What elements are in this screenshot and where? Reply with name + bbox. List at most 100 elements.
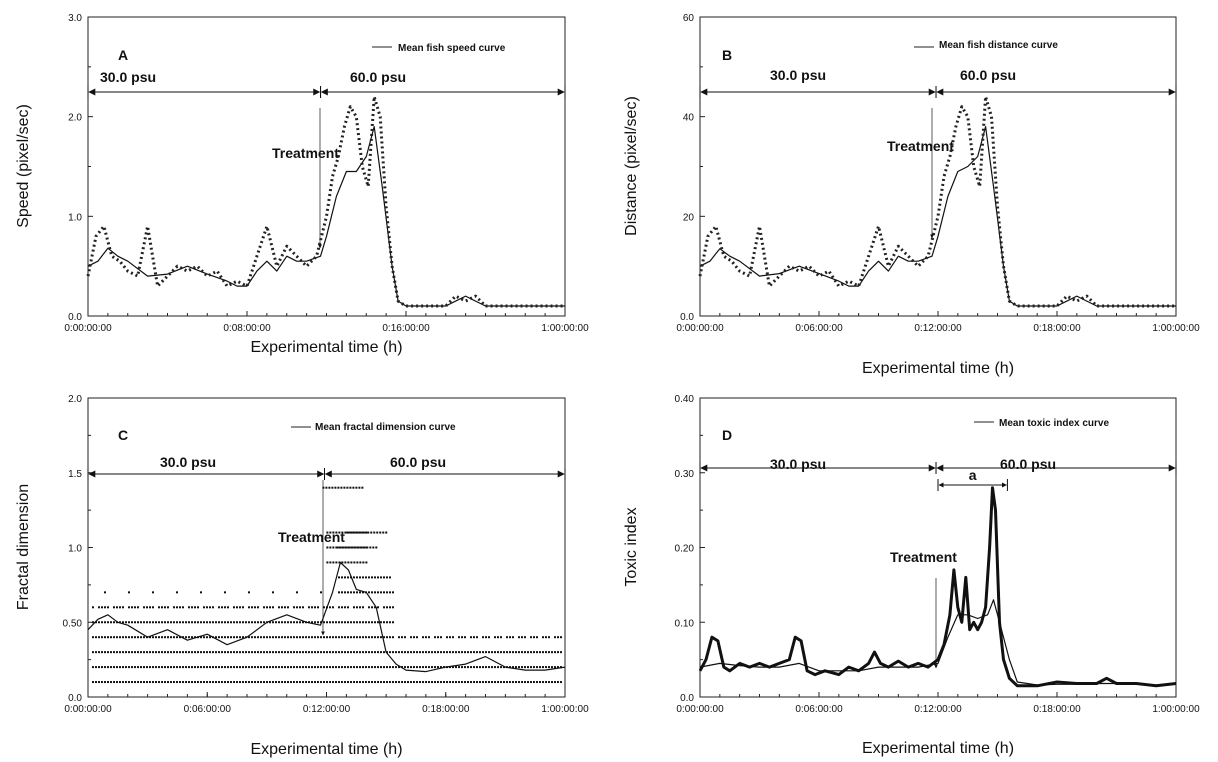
- y-tick-label: 0.0: [680, 312, 694, 323]
- scatter-dot: [434, 651, 436, 654]
- scatter-dot: [107, 636, 109, 639]
- scatter-dot: [494, 651, 496, 654]
- scatter-dot: [263, 666, 265, 669]
- scatter-dot: [407, 681, 409, 684]
- scatter-dot: [328, 486, 331, 489]
- scatter-dot: [236, 606, 238, 609]
- scatter-dot: [284, 636, 286, 639]
- scatter-dot: [467, 681, 469, 684]
- scatter-dot: [434, 666, 436, 669]
- scatter-dot: [470, 681, 472, 684]
- scatter-dot: [527, 666, 529, 669]
- y-axis-label: Distance (pixel/sec): [623, 96, 640, 236]
- scatter-dot: [443, 651, 445, 654]
- scatter-dot: [349, 486, 352, 489]
- scatter-dot: [311, 681, 313, 684]
- scatter-dot: [119, 666, 121, 669]
- scatter-dot: [329, 621, 331, 624]
- scatter-dot: [131, 621, 133, 624]
- scatter-dot: [347, 636, 349, 639]
- scatter-dot: [212, 651, 214, 654]
- scatter-dot: [143, 666, 145, 669]
- scatter-dot: [365, 531, 368, 534]
- scatter-dot: [170, 636, 172, 639]
- x-tick-label: 0:16:00:00: [382, 323, 430, 334]
- scatter-dot: [209, 636, 211, 639]
- y-tick-label: 0.40: [675, 394, 695, 405]
- scatter-dot: [557, 651, 559, 654]
- scatter-dot: [332, 561, 335, 564]
- scatter-dot: [369, 546, 372, 549]
- scatter-dot: [158, 651, 160, 654]
- scatter-dot: [266, 606, 268, 609]
- scatter-dot: [293, 666, 295, 669]
- scatter-dot: [188, 666, 190, 669]
- scatter-dot: [209, 681, 211, 684]
- scatter-dot: [524, 651, 526, 654]
- scatter-dot: [260, 681, 262, 684]
- scatter-dot: [329, 606, 331, 609]
- scatter-dot: [197, 651, 199, 654]
- scatter-dot: [336, 546, 339, 549]
- scatter-dot: [521, 681, 523, 684]
- scatter-dot: [152, 621, 154, 624]
- scatter-dot: [467, 651, 469, 654]
- scatter-dot: [218, 606, 220, 609]
- scatter-dot: [281, 666, 283, 669]
- scatter-dot: [398, 681, 400, 684]
- scatter-dot: [134, 666, 136, 669]
- scatter-dot: [392, 621, 394, 624]
- scatter-dot: [191, 666, 193, 669]
- scatter-dot: [344, 651, 346, 654]
- scatter-dot: [170, 651, 172, 654]
- scatter-dot: [302, 621, 304, 624]
- scatter-dot: [372, 546, 375, 549]
- scatter-dot: [491, 651, 493, 654]
- scatter-dot: [449, 681, 451, 684]
- scatter-dot: [101, 681, 103, 684]
- scatter-dot: [203, 621, 205, 624]
- x-tick-label: 1:00:00:00: [1152, 704, 1200, 715]
- scatter-dot: [200, 636, 202, 639]
- scatter-dot: [443, 681, 445, 684]
- scatter-dot: [203, 666, 205, 669]
- scatter-dot: [275, 666, 277, 669]
- y-tick-label: 0.0: [68, 312, 82, 323]
- scatter-dot: [512, 681, 514, 684]
- scatter-dot: [362, 666, 364, 669]
- scatter-dot: [104, 651, 106, 654]
- scatter-dot: [338, 531, 341, 534]
- scatter-dot: [98, 681, 100, 684]
- scatter-dot: [368, 621, 370, 624]
- scatter-dot: [512, 636, 514, 639]
- scatter-dot: [173, 666, 175, 669]
- scatter-dot: [401, 651, 403, 654]
- scatter-dot: [215, 666, 217, 669]
- scatter-dot: [95, 666, 97, 669]
- scatter-dot: [497, 666, 499, 669]
- scatter-dot: [377, 591, 379, 594]
- scatter-dot: [353, 636, 355, 639]
- scatter-dot: [386, 606, 388, 609]
- legend-entry: Mean fractal dimension curve: [315, 422, 456, 433]
- scatter-dot: [233, 636, 235, 639]
- scatter-dot: [326, 681, 328, 684]
- scatter-dot: [233, 651, 235, 654]
- scatter-dot: [332, 546, 335, 549]
- scatter-dot: [338, 621, 340, 624]
- scatter-dot: [533, 651, 535, 654]
- scatter-dot: [200, 591, 202, 594]
- scatter-dot: [392, 651, 394, 654]
- scatter-dot: [179, 636, 181, 639]
- scatter-dot: [272, 591, 274, 594]
- panel-label: C: [118, 427, 128, 443]
- scatter-dot: [362, 531, 365, 534]
- scatter-dot: [422, 636, 424, 639]
- scatter-dot: [326, 651, 328, 654]
- scatter-dot: [224, 651, 226, 654]
- scatter-dot: [515, 681, 517, 684]
- scatter-dot: [368, 576, 370, 579]
- scatter-dot: [236, 636, 238, 639]
- scatter-dot: [506, 681, 508, 684]
- scatter-dot: [188, 621, 190, 624]
